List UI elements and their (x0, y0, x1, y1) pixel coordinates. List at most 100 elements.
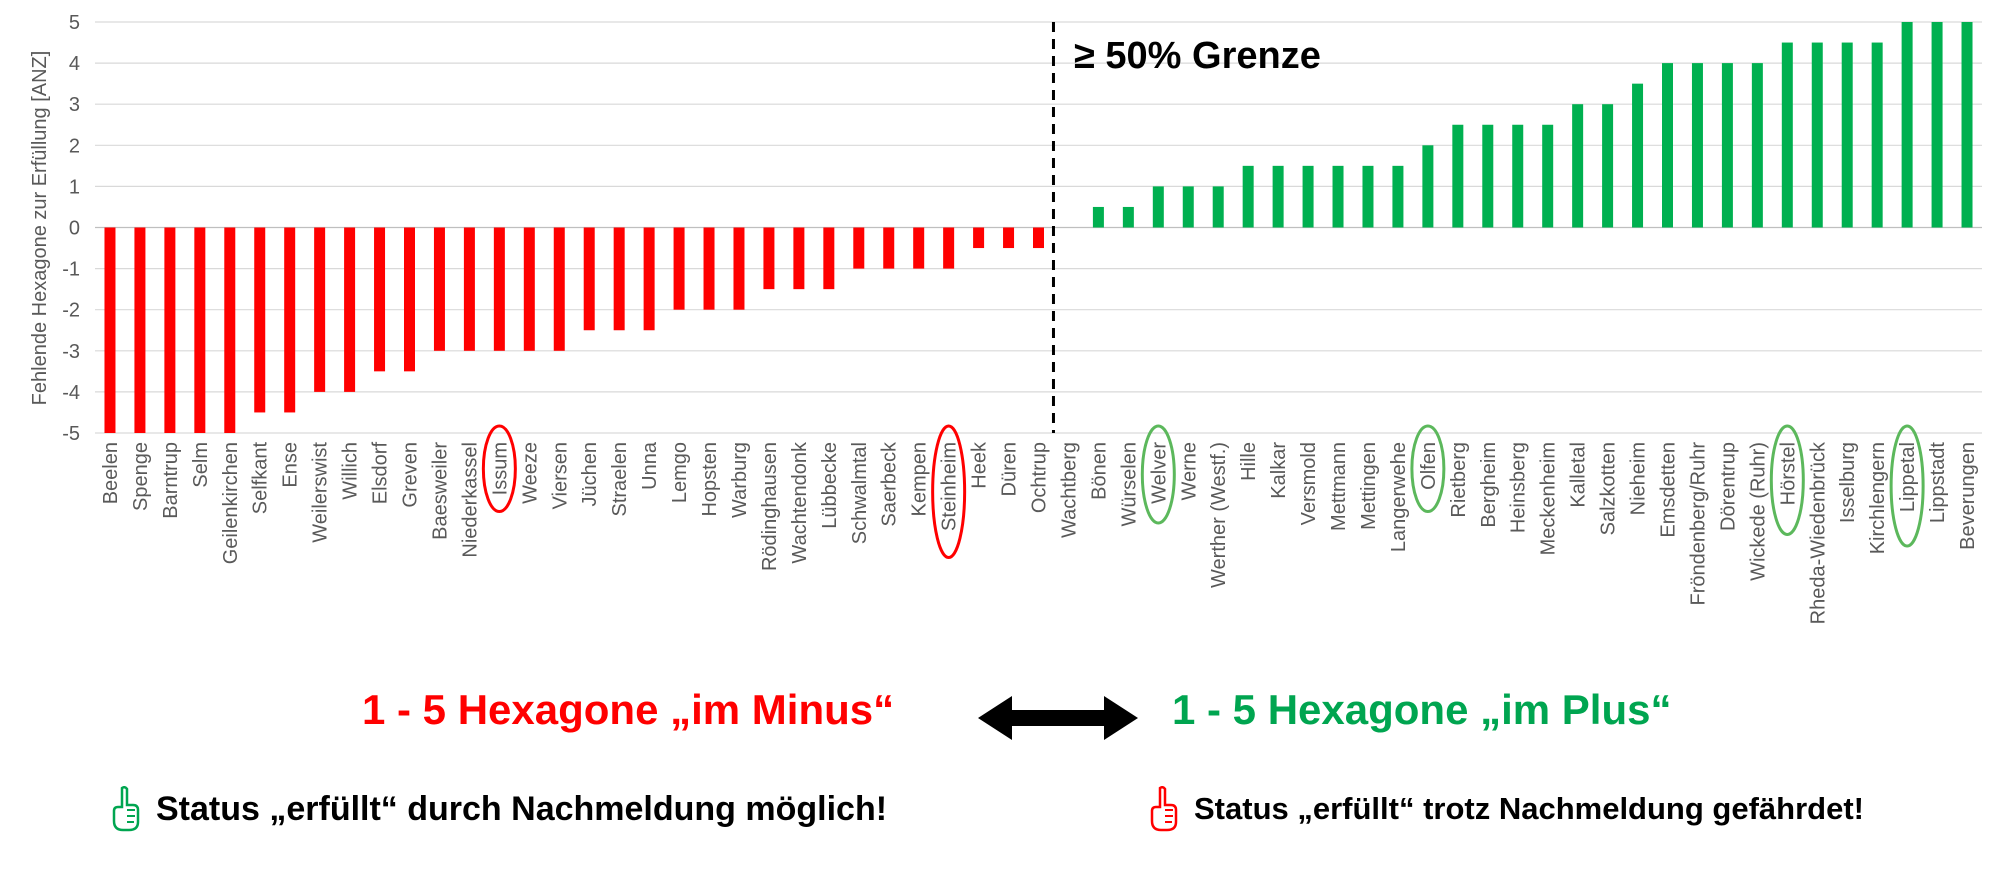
y-tick-label: -1 (62, 259, 80, 281)
category-label: Wachtendonk (789, 441, 811, 564)
y-axis-ticks: -5 -4 -3 -2 -1 0 1 2 3 4 5 (62, 12, 80, 445)
category-label: Nieheim (1628, 442, 1650, 515)
bar (284, 227, 296, 413)
bar (1152, 186, 1164, 228)
bar (643, 227, 655, 331)
category-label: Willich (340, 442, 362, 500)
status-endangered: Status „erfüllt“ trotz Nachmeldung gefäh… (1148, 786, 1864, 832)
category-label: Unna (639, 441, 661, 490)
category-label: Selfkant (250, 442, 272, 515)
bar (1182, 186, 1194, 228)
highlight-ellipse (481, 424, 517, 513)
highlight-ellipse (1769, 424, 1805, 536)
bar (1841, 42, 1853, 228)
category-label: Emsdetten (1658, 442, 1680, 538)
bar (793, 227, 805, 290)
bar (254, 227, 266, 413)
category-label: Niederkassel (459, 442, 481, 558)
bar (703, 227, 715, 310)
bar (1482, 124, 1494, 228)
bar (1901, 22, 1913, 228)
bar (1602, 104, 1614, 228)
category-label: Viersen (549, 442, 571, 509)
category-label: Hille (1238, 442, 1260, 481)
bar (134, 227, 146, 433)
category-label: Spenge (130, 442, 152, 511)
bar (613, 227, 625, 331)
category-label: Hopsten (699, 442, 721, 517)
category-label: Jüchen (579, 442, 601, 507)
category-label: Meckenheim (1538, 442, 1560, 555)
bar (463, 227, 475, 351)
category-label: Werther (Westf.) (1208, 442, 1230, 588)
category-label: Lippstadt (1927, 442, 1949, 524)
bar (1662, 63, 1673, 228)
y-tick-label: 2 (69, 135, 80, 157)
bar (344, 227, 356, 392)
category-label: Selm (190, 442, 212, 488)
bar (673, 227, 685, 310)
bar (104, 227, 116, 433)
bar-chart: -5 -4 -3 -2 -1 0 1 2 3 4 5 Fehlende Hexagone zur E… (29, 12, 1982, 624)
category-label: Baesweiler (429, 442, 451, 540)
category-label: Heinsberg (1508, 442, 1530, 533)
category-label: Weeze (519, 442, 541, 504)
bar (1422, 145, 1434, 228)
bar (1362, 165, 1374, 228)
y-axis-label: Fehlende Hexagone zur Erfüllung [ANZ] (29, 51, 51, 406)
category-label: Lippetal (1897, 442, 1919, 512)
category-label: Schwalmtal (849, 442, 871, 544)
category-label: Olfen (1418, 442, 1440, 490)
category-label: Ense (280, 442, 302, 488)
bar (1961, 22, 1973, 228)
category-label: Saerbeck (879, 441, 901, 526)
bar (943, 227, 955, 269)
threshold-label: ≥ 50% Grenze (1074, 35, 1321, 77)
bar (823, 227, 835, 290)
category-label: Ochtrup (1029, 442, 1051, 513)
category-label: Heek (969, 441, 991, 489)
bar (1512, 124, 1524, 228)
bar (1392, 165, 1404, 228)
category-label: Barntrup (160, 442, 182, 519)
category-label: Versmold (1298, 442, 1320, 525)
bar (1691, 63, 1703, 228)
bar (164, 227, 176, 433)
bar (224, 227, 236, 433)
category-labels: Beelen Spenge Barntrup Selm Geilenkirchen Sel… (100, 441, 1979, 624)
category-label: Steinheim (939, 442, 961, 531)
bar (1092, 206, 1104, 228)
category-label: Bönen (1088, 442, 1110, 500)
category-label: Bergheim (1478, 442, 1500, 528)
y-tick-label: 1 (69, 176, 80, 198)
category-label: Wachtberg (1058, 442, 1080, 538)
bar (1572, 104, 1584, 228)
category-label: Kempen (909, 442, 931, 517)
category-label: Würselen (1118, 442, 1140, 526)
highlight-ellipse (1140, 424, 1176, 525)
bar (493, 227, 505, 351)
category-label: Isselburg (1837, 442, 1859, 523)
category-label: Issum (489, 442, 511, 495)
bar (1332, 165, 1344, 228)
bar (314, 227, 326, 392)
bar (1003, 227, 1015, 249)
bar (1302, 165, 1314, 228)
category-label: Rödinghausen (759, 442, 781, 571)
category-label: Kalkar (1268, 442, 1290, 499)
category-label: Straelen (609, 442, 631, 517)
bar (583, 227, 595, 331)
y-tick-label: 3 (69, 94, 80, 116)
bar (1871, 42, 1883, 228)
bar (763, 227, 775, 290)
highlight-ellipse (1889, 424, 1925, 548)
bar (523, 227, 535, 351)
category-label: Dörentrup (1717, 442, 1739, 531)
y-tick-label: -3 (62, 341, 80, 363)
minus-caption: 1 - 5 Hexagone „im Minus“ (362, 686, 895, 733)
bar (1632, 83, 1644, 228)
status-endangered-text: Status „erfüllt“ trotz Nachmeldung gefäh… (1194, 791, 1864, 826)
category-label: Langerwehe (1388, 442, 1410, 552)
category-label: Elsdorf (370, 442, 392, 505)
bar (194, 227, 206, 433)
